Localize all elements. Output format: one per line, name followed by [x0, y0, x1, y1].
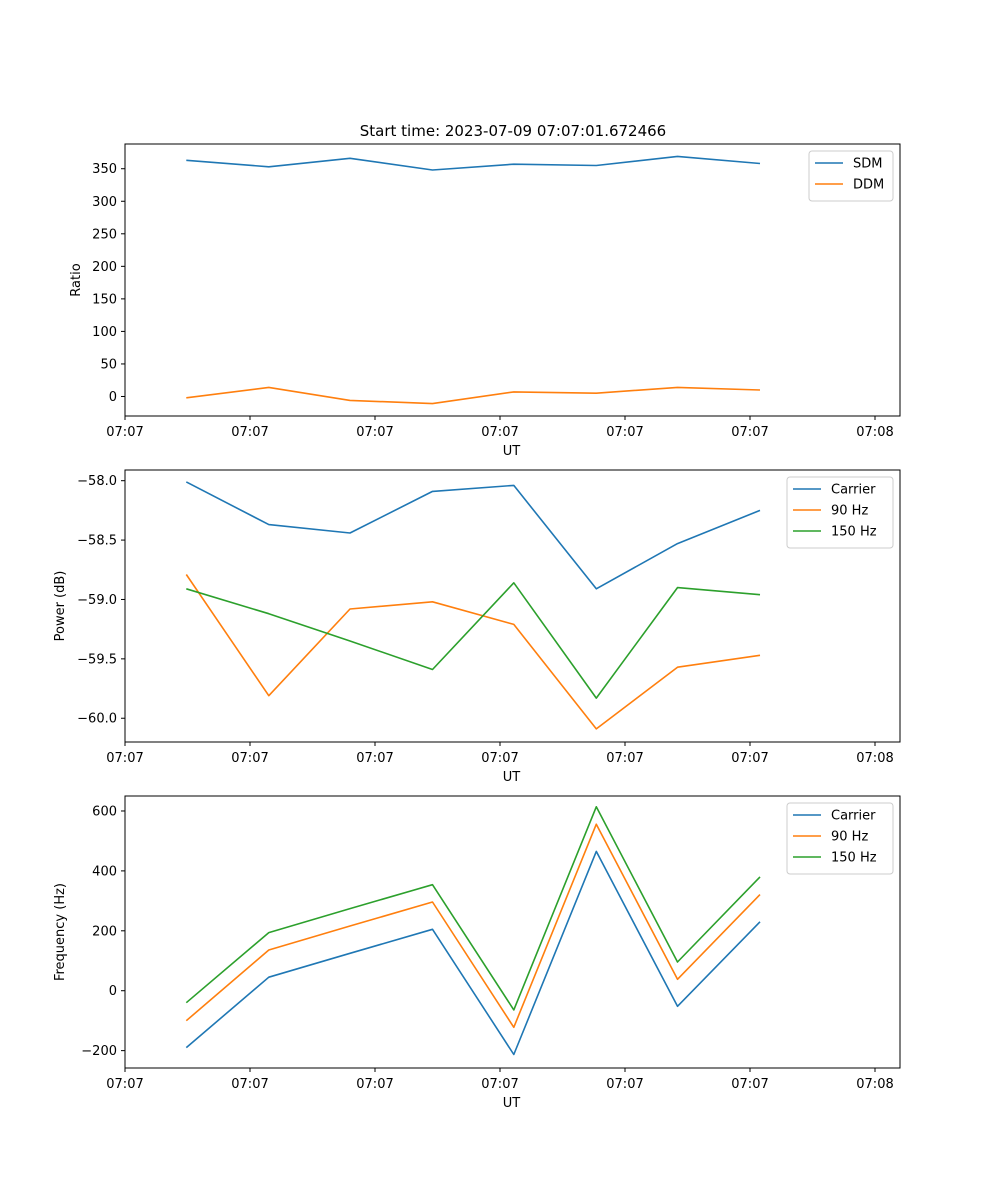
- legend-label: 150 Hz: [831, 851, 877, 866]
- x-tick-label: 07:07: [731, 1077, 768, 1092]
- x-tick-label: 07:07: [356, 1077, 393, 1092]
- y-tick-label: 300: [92, 195, 117, 210]
- x-tick-label: 07:07: [481, 1077, 518, 1092]
- legend-label: DDM: [853, 178, 884, 193]
- series-line-90-hz: [185, 574, 761, 730]
- y-tick-label: 200: [92, 260, 117, 275]
- y-tick-label: 250: [92, 227, 117, 242]
- chart-panel-1: 07:07 07:07 07:07 07:07 07:07 07:07 07:08 0 50 10…: [69, 143, 901, 459]
- y-tick-label: −200: [81, 1044, 117, 1059]
- x-axis-label: UT: [503, 1096, 521, 1111]
- y-tick-label: −60.0: [77, 712, 117, 727]
- y-tick-label: −58.5: [77, 534, 117, 549]
- x-tick-label: 07:07: [356, 751, 393, 766]
- x-tick-label: 07:07: [731, 425, 768, 440]
- x-tick-label: 07:07: [356, 425, 393, 440]
- x-tick-label: 07:07: [606, 751, 643, 766]
- series-line-150-hz: [185, 805, 761, 1011]
- y-tick-label: 100: [92, 325, 117, 340]
- panels: 07:07 07:07 07:07 07:07 07:07 07:07 07:08 0 50 10…: [53, 143, 901, 1111]
- x-tick-label: 07:07: [481, 425, 518, 440]
- x-tick-label: 07:07: [231, 425, 268, 440]
- series-line-ddm: [186, 386, 761, 405]
- x-axis-label: UT: [503, 770, 521, 785]
- y-axis-label: Frequency (Hz): [53, 883, 68, 981]
- y-tick-label: 50: [100, 357, 117, 372]
- legend-label: Carrier: [831, 809, 876, 824]
- x-tick-label: 07:07: [606, 425, 643, 440]
- chart-panel-2: 07:07 07:07 07:07 07:07 07:07 07:07 07:08 −60.0…: [53, 469, 901, 785]
- x-tick-label: 07:07: [606, 1077, 643, 1092]
- x-tick-label: 07:07: [481, 751, 518, 766]
- x-tick-label: 07:07: [106, 751, 143, 766]
- y-tick-label: 0: [109, 984, 117, 999]
- series-line-150-hz: [186, 581, 761, 699]
- figure-title: Start time: 2023-07-09 07:07:01.672466: [360, 122, 666, 140]
- x-tick-label: 07:07: [231, 1077, 268, 1092]
- y-tick-label: 0: [109, 390, 117, 405]
- legend-label: 90 Hz: [831, 830, 868, 845]
- legend: Carrier 90 Hz 150 Hz: [786, 476, 894, 549]
- legend-label: SDM: [853, 157, 882, 172]
- x-tick-label: 07:07: [231, 751, 268, 766]
- legend: SDM DDM: [808, 150, 894, 202]
- y-tick-label: −59.0: [77, 593, 117, 608]
- legend: Carrier 90 Hz 150 Hz: [786, 802, 894, 875]
- legend-label: 150 Hz: [831, 525, 877, 540]
- x-tick-label: 07:07: [106, 1077, 143, 1092]
- y-tick-label: 600: [92, 804, 117, 819]
- axes-frame: [124, 143, 901, 417]
- series-line-90-hz: [185, 823, 761, 1029]
- y-tick-label: −58.0: [77, 474, 117, 489]
- series-line-carrier: [185, 481, 761, 590]
- x-tick-label: 07:07: [731, 751, 768, 766]
- y-tick-label: 200: [92, 924, 117, 939]
- y-tick-label: 350: [92, 162, 117, 177]
- x-tick-label: 07:08: [856, 1077, 893, 1092]
- series-line-sdm: [186, 155, 761, 171]
- x-tick-label: 07:07: [106, 425, 143, 440]
- legend-label: Carrier: [831, 483, 876, 498]
- x-tick-label: 07:08: [856, 425, 893, 440]
- y-tick-label: 400: [92, 864, 117, 879]
- x-tick-label: 07:08: [856, 751, 893, 766]
- y-tick-label: −59.5: [77, 652, 117, 667]
- y-axis-label: Ratio: [69, 263, 84, 296]
- axes-frame: [124, 795, 901, 1069]
- x-axis-label: UT: [503, 444, 521, 459]
- chart-panel-3: 07:07 07:07 07:07 07:07 07:07 07:07 07:08 −200 0…: [53, 795, 901, 1111]
- y-axis-label: Power (dB): [53, 571, 68, 642]
- y-tick-label: 150: [92, 292, 117, 307]
- series-line-carrier: [185, 850, 761, 1056]
- legend-label: 90 Hz: [831, 504, 868, 519]
- axes-frame: [124, 469, 901, 743]
